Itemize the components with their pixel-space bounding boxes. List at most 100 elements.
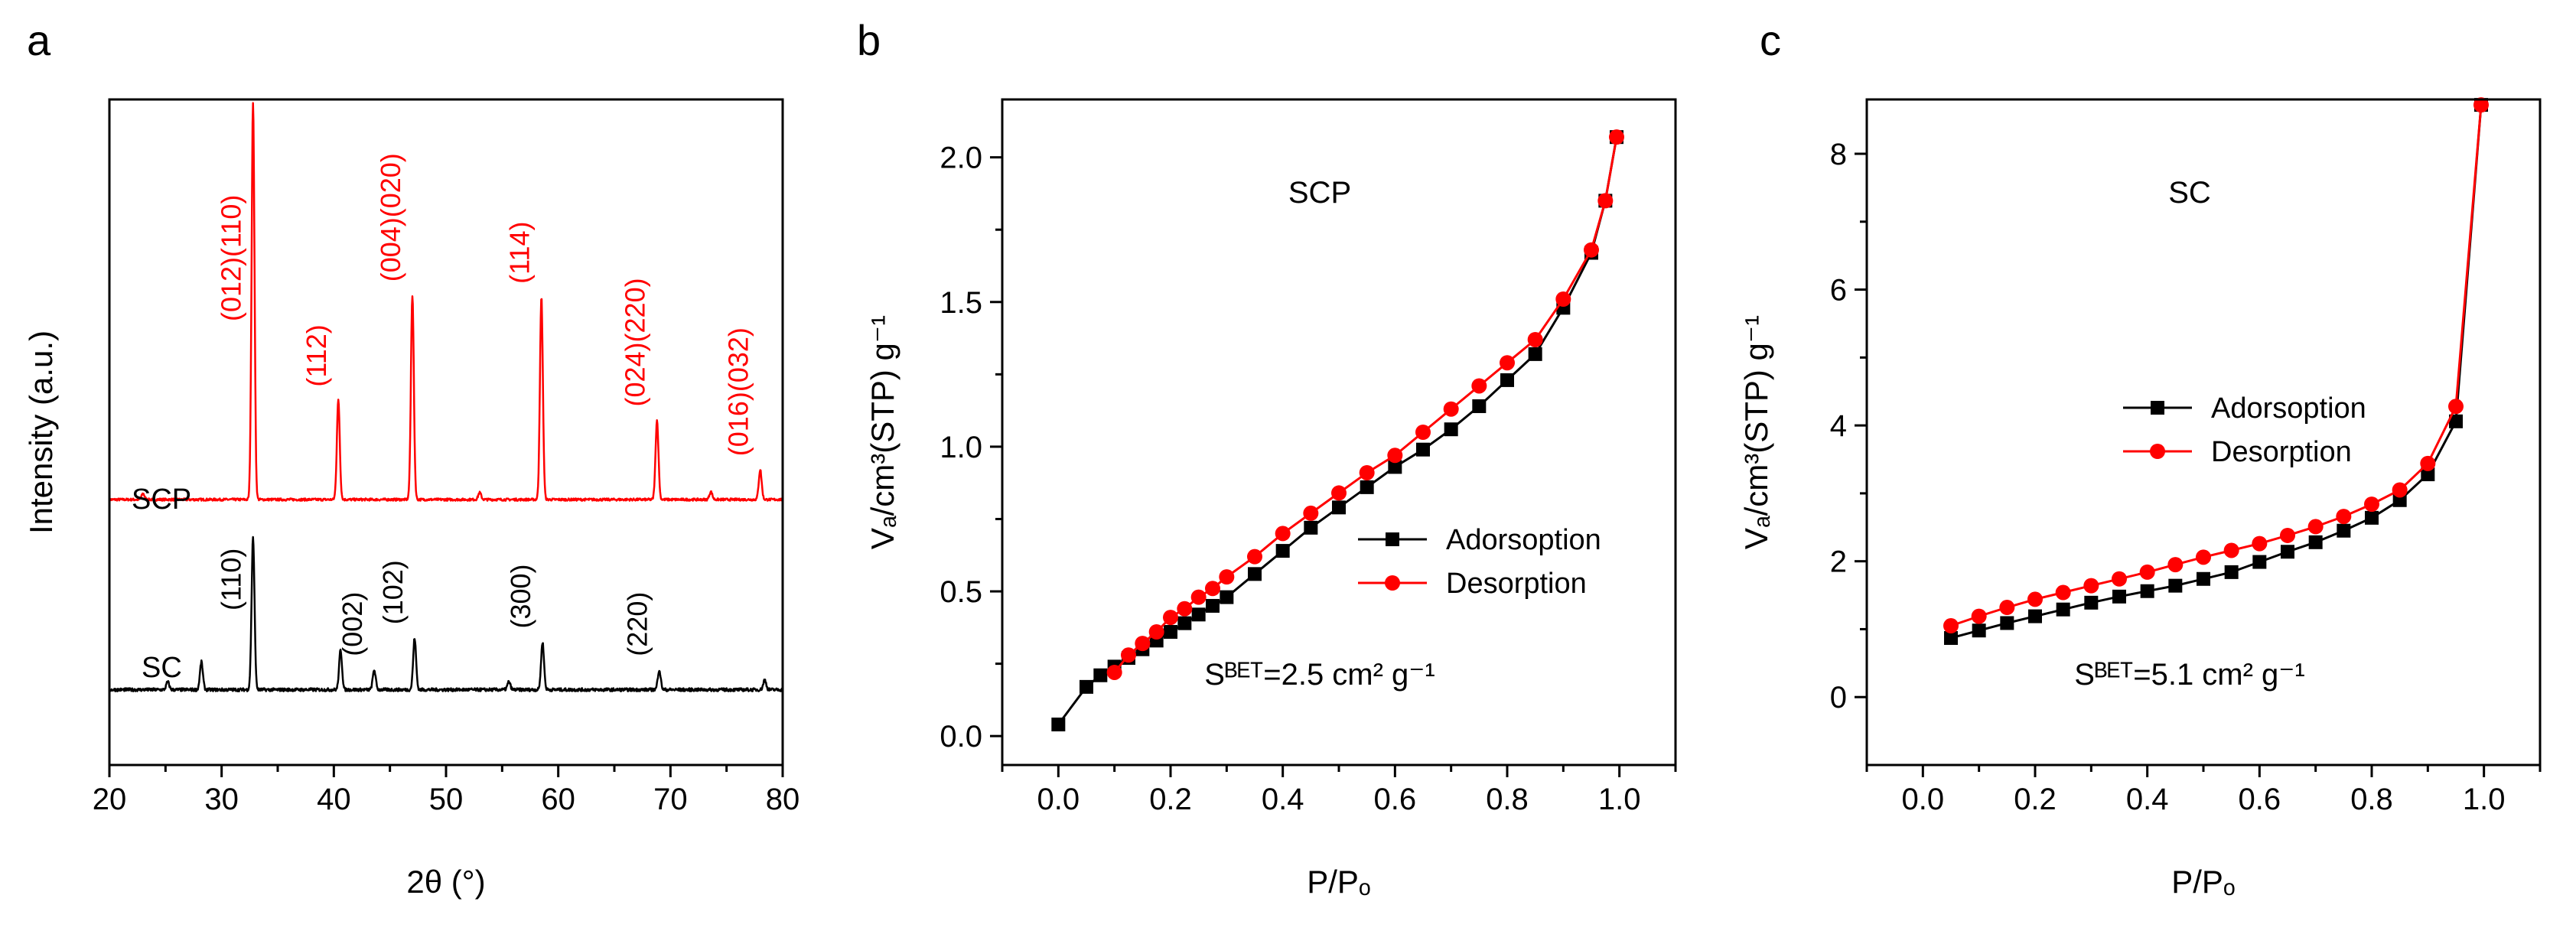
x-tick-label-a: 50 <box>429 783 464 816</box>
y-tick-label-b: 1.0 <box>940 431 982 464</box>
data-point-desorption <box>1275 526 1291 542</box>
peak-label: (220) <box>622 592 653 656</box>
series-label-sc: SC <box>142 652 182 684</box>
data-point-adorsoption <box>2449 414 2463 428</box>
legend-label-desorption-c: Desorption <box>2211 436 2352 468</box>
bet-note-b: Sᴮᴱᵀ=2.5 cm² g⁻¹ <box>1204 658 1435 692</box>
data-point-adorsoption <box>1191 607 1206 622</box>
peak-label: (002) <box>337 592 368 656</box>
data-point-desorption <box>1443 401 1459 417</box>
annotation-scp: SCP <box>1288 176 1351 210</box>
data-point-desorption <box>2167 557 2184 573</box>
xrd-line-scp <box>109 102 783 502</box>
x-axis-label-a: 2θ (°) <box>406 864 485 900</box>
x-tick-label-c: 0.2 <box>2014 783 2057 816</box>
data-point-desorption <box>1415 425 1431 440</box>
x-tick-label-b: 0.6 <box>1374 783 1417 816</box>
legend-marker-adsorption-b <box>1386 532 1399 546</box>
y-axis-label-c: Vₐ/cm³(STP) g⁻¹ <box>1738 315 1774 549</box>
data-point-desorption <box>1303 505 1319 521</box>
data-point-desorption <box>2364 496 2379 513</box>
data-point-desorption <box>1584 242 1599 258</box>
y-tick-label-c: 4 <box>1830 409 1847 443</box>
legend-c: Adorsoption Desorption <box>2123 392 2366 468</box>
data-point-adorsoption <box>1275 544 1290 558</box>
data-point-desorption <box>1106 664 1122 680</box>
x-tick-label-b: 0.0 <box>1037 783 1080 816</box>
legend-marker-adsorption-c <box>2151 401 2164 415</box>
data-point-adorsoption <box>2252 555 2267 569</box>
data-point-desorption <box>1177 601 1193 617</box>
data-point-adorsoption <box>1444 422 1458 437</box>
x-tick-label-a: 20 <box>93 783 127 816</box>
x-axis-label-b: P/Pₒ <box>1307 864 1371 900</box>
data-point-desorption <box>1609 129 1624 145</box>
y-tick-label-c: 2 <box>1830 545 1847 579</box>
data-point-adorsoption <box>1248 567 1262 581</box>
data-point-adorsoption <box>1051 718 1066 732</box>
data-point-desorption <box>2280 527 2295 543</box>
data-point-adorsoption <box>2308 535 2323 549</box>
legend-marker-desorption-b <box>1385 575 1400 591</box>
data-point-adorsoption <box>1220 590 1234 604</box>
data-point-adorsoption <box>2056 602 2070 617</box>
data-point-desorption <box>2083 578 2099 594</box>
data-point-desorption <box>1597 193 1614 209</box>
x-tick-label-c: 1.0 <box>2463 783 2506 816</box>
data-point-desorption <box>1135 636 1151 652</box>
panel-letter-c: c <box>1760 16 1781 64</box>
x-tick-label-b: 0.4 <box>1262 783 1304 816</box>
x-tick-label-a: 60 <box>541 783 575 816</box>
data-point-adorsoption <box>1304 520 1318 535</box>
data-point-adorsoption <box>1528 347 1542 361</box>
data-point-desorption <box>1387 448 1403 464</box>
data-point-adorsoption <box>2140 584 2154 598</box>
x-tick-label-b: 1.0 <box>1598 783 1641 816</box>
isotherm-line-adorsoption <box>1950 104 2483 640</box>
data-point-desorption <box>1121 647 1136 663</box>
panel-a: (012)(110) (112) (004)(020) (114) (024)(220)… <box>23 98 800 900</box>
peak-label: (110) <box>216 549 247 610</box>
data-point-adorsoption <box>2028 609 2042 623</box>
y-tick-label-c: 0 <box>1830 681 1847 715</box>
data-point-desorption <box>1190 589 1207 605</box>
x-tick-label-c: 0.4 <box>2126 783 2169 816</box>
legend-label-adsorption-c: Adorsoption <box>2211 392 2366 425</box>
data-point-desorption <box>1555 291 1571 307</box>
y-tick-label-c: 8 <box>1830 138 1847 171</box>
data-point-desorption <box>2027 591 2043 607</box>
data-point-desorption <box>1999 600 2015 616</box>
y-tick-label-b: 1.5 <box>940 286 982 320</box>
data-point-desorption <box>2420 455 2436 471</box>
peak-label: (016)(032) <box>723 327 754 456</box>
panel-b: 0.0 0.2 0.4 0.6 0.8 1.0 0.0 0.5 1.0 1.5 2.0 SCP Ad… <box>865 98 1677 900</box>
data-point-adorsoption <box>2084 595 2099 610</box>
peak-label: (300) <box>505 564 536 628</box>
data-point-adorsoption <box>1972 623 1986 638</box>
peak-label: (024)(220) <box>620 278 651 406</box>
x-tick-label-c: 0.6 <box>2239 783 2281 816</box>
data-point-desorption <box>2336 509 2352 525</box>
data-point-desorption <box>1148 624 1164 640</box>
data-point-adorsoption <box>2168 578 2183 593</box>
legend-b: Adorsoption Desorption <box>1358 524 1601 600</box>
data-point-adorsoption <box>2224 565 2239 579</box>
isotherm-line-desorption <box>1950 104 2483 627</box>
data-point-desorption <box>2055 584 2071 601</box>
series-label-scp: SCP <box>132 483 191 516</box>
data-point-adorsoption <box>1472 399 1487 413</box>
bet-note-c: Sᴮᴱᵀ=5.1 cm² g⁻¹ <box>2074 658 2304 692</box>
x-tick-label-a: 70 <box>653 783 688 816</box>
y-axis-label-b: Vₐ/cm³(STP) g⁻¹ <box>865 315 900 549</box>
peak-label: (114) <box>504 222 536 284</box>
data-point-adorsoption <box>1944 630 1958 645</box>
data-point-adorsoption <box>1206 598 1220 613</box>
panel-c: 0.0 0.2 0.4 0.6 0.8 1.0 0 2 4 6 8 SC Adorsoption D… <box>1738 97 2542 900</box>
data-point-desorption <box>1527 331 1543 347</box>
data-point-desorption <box>1331 485 1347 501</box>
x-tick-label-b: 0.8 <box>1486 783 1529 816</box>
x-tick-label-b: 0.2 <box>1149 783 1192 816</box>
data-point-desorption <box>2448 399 2464 415</box>
data-point-desorption <box>1471 378 1487 394</box>
data-point-adorsoption <box>1360 480 1374 494</box>
